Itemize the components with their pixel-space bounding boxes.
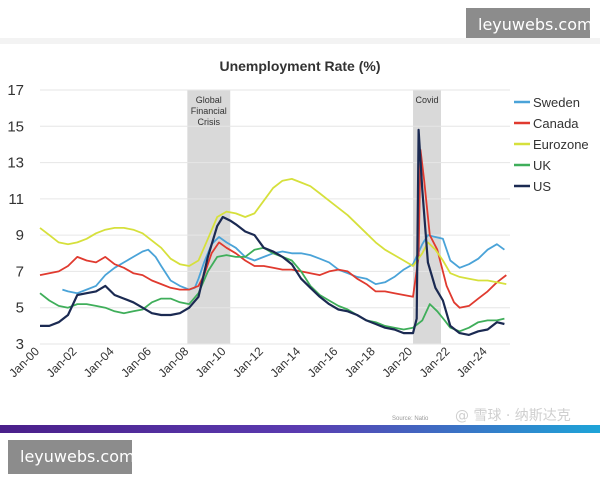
- x-tick-label: Jan-08: [155, 344, 191, 380]
- shaded-band-label: Global: [196, 95, 222, 105]
- y-tick-label: 15: [7, 118, 24, 135]
- top-divider: [0, 38, 600, 44]
- legend-label-eurozone: Eurozone: [533, 137, 589, 152]
- legend-label-uk: UK: [533, 158, 551, 173]
- series-line-eurozone: [39, 178, 507, 285]
- source-note: Source: Natio: [392, 416, 429, 422]
- footer-accent-bar: [0, 425, 600, 433]
- x-tick-label: Jan-14: [267, 344, 303, 380]
- watermark-top: leyuwebs.com: [466, 8, 593, 42]
- chart-title: Unemployment Rate (%): [219, 58, 380, 74]
- platform-watermark: @ 雪球 · 纳斯达克: [455, 408, 571, 424]
- legend-label-canada: Canada: [533, 116, 579, 131]
- x-tick-label: Jan-24: [454, 344, 490, 380]
- x-tick-label: Jan-06: [118, 344, 154, 380]
- x-tick-label: Jan-10: [193, 344, 229, 380]
- x-tick-label: Jan-18: [342, 344, 378, 380]
- legend-label-us: US: [533, 179, 551, 194]
- watermark-bottom: leyuwebs.com: [8, 440, 135, 474]
- x-tick-label: Jan-04: [81, 344, 117, 380]
- x-tick-label: Jan-22: [417, 344, 453, 380]
- series-line-canada: [39, 149, 507, 309]
- y-tick-label: 7: [16, 263, 24, 280]
- x-tick-label: Jan-12: [230, 344, 266, 380]
- x-tick-label: Jan-02: [44, 344, 80, 380]
- x-tick-label: Jan-16: [305, 344, 341, 380]
- y-tick-label: 13: [7, 155, 24, 172]
- shaded-band-label: Crisis: [198, 117, 221, 127]
- y-tick-label: 9: [16, 227, 24, 244]
- shaded-band-label: Covid: [415, 95, 438, 105]
- unemployment-chart: Unemployment Rate (%) GlobalFinancialCri…: [6, 58, 589, 424]
- y-tick-label: 11: [8, 191, 24, 208]
- series-line-us: [40, 128, 505, 336]
- shaded-band-label: Financial: [191, 106, 227, 116]
- y-tick-label: 3: [16, 336, 24, 353]
- x-tick-label: Jan-20: [379, 344, 415, 380]
- legend-label-sweden: Sweden: [533, 95, 580, 110]
- y-tick-label: 5: [16, 300, 24, 317]
- x-tick-label: Jan-00: [6, 344, 42, 380]
- y-tick-label: 17: [7, 82, 24, 99]
